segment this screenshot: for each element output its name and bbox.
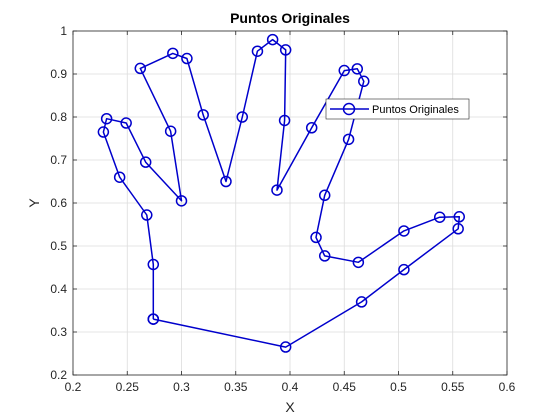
series-group: [97, 33, 466, 353]
y-tick-label: 0.9: [50, 67, 67, 81]
data-point-marker: [452, 223, 464, 235]
data-point-marker: [197, 109, 209, 121]
y-tick-label: 0.2: [50, 368, 67, 382]
y-tick-label: 0.8: [50, 110, 67, 124]
x-tick-label: 0.45: [333, 380, 357, 394]
legend-marker: [342, 102, 356, 116]
x-axis-label: X: [285, 399, 295, 415]
y-tick-label: 0.4: [50, 282, 67, 296]
data-point-marker: [310, 231, 322, 244]
data-point-marker: [181, 52, 193, 65]
data-point-marker: [164, 125, 177, 137]
data-point-marker: [236, 111, 249, 123]
legend: Puntos Originales: [325, 98, 470, 120]
x-tick-label: 0.5: [390, 380, 407, 394]
data-point-marker: [278, 114, 291, 127]
x-tick-label: 0.25: [116, 380, 140, 394]
axis-ticks: 0.2 0.25 0.3 0.35 0.4 0.45 0.5 0.55 0.6 0.2 0.3 0.4…: [50, 24, 515, 394]
data-point-marker: [271, 184, 283, 196]
x-tick-label: 0.6: [499, 380, 516, 394]
data-point-marker: [433, 211, 446, 223]
data-point-marker: [113, 171, 126, 183]
data-point-marker: [398, 263, 410, 276]
legend-box: [325, 98, 470, 120]
x-tick-label: 0.35: [224, 380, 248, 394]
data-point-marker: [167, 47, 179, 60]
data-point-marker: [318, 189, 331, 202]
data-point-marker: [147, 258, 160, 271]
series-line: [102, 38, 461, 348]
chart-title: Puntos Originales: [230, 10, 350, 26]
data-point-marker: [398, 225, 410, 237]
data-point-marker: [141, 209, 153, 221]
y-tick-label: 0.3: [50, 325, 67, 339]
data-point-marker: [175, 195, 188, 207]
x-tick-label: 0.2: [65, 380, 82, 394]
data-point-marker: [134, 62, 147, 75]
data-point-marker: [352, 256, 365, 269]
y-axis-label: Y: [26, 198, 42, 208]
data-point-marker: [147, 313, 160, 325]
data-point-marker: [305, 122, 318, 134]
data-point-marker: [318, 250, 331, 262]
data-point-marker: [351, 63, 364, 75]
legend-label: Puntos Originales: [372, 104, 459, 116]
data-point-marker: [338, 64, 350, 77]
x-tick-label: 0.55: [441, 380, 465, 394]
data-point-marker: [266, 33, 279, 46]
x-tick-label: 0.4: [282, 380, 299, 394]
data-point-marker: [279, 44, 292, 56]
data-point-marker: [220, 175, 232, 188]
data-point-marker: [279, 341, 292, 353]
data-point-marker: [120, 117, 132, 129]
data-point-marker: [453, 211, 466, 223]
y-tick-label: 1: [60, 24, 67, 38]
data-point-marker: [100, 112, 113, 125]
data-point-marker: [342, 133, 355, 146]
data-point-marker: [358, 75, 370, 88]
y-tick-label: 0.6: [50, 196, 67, 210]
data-point-marker: [251, 45, 264, 57]
data-point-marker: [97, 126, 110, 138]
data-point-marker: [139, 156, 152, 168]
data-point-marker: [355, 296, 368, 308]
y-tick-label: 0.7: [50, 153, 67, 167]
x-tick-label: 0.3: [173, 380, 190, 394]
y-tick-label: 0.5: [50, 239, 67, 253]
